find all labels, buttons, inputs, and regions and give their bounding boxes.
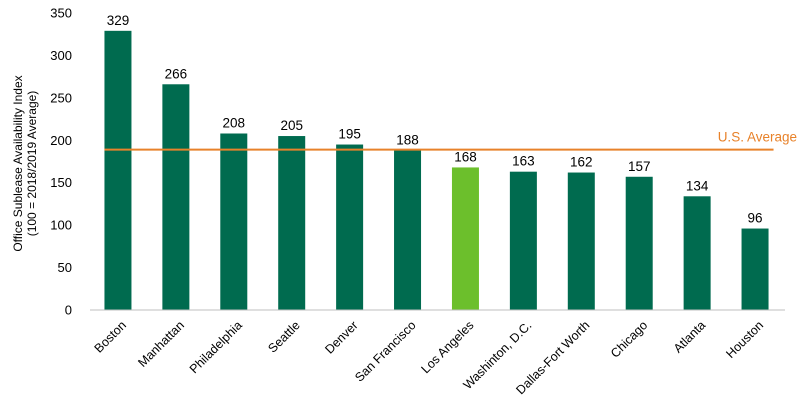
data-label: 188 [396, 132, 419, 147]
data-label: 163 [512, 154, 535, 169]
bar [278, 136, 306, 310]
data-label: 195 [338, 127, 361, 142]
bar [741, 228, 769, 310]
category-label: Atlanta [671, 318, 708, 355]
y-tick-label: 350 [50, 6, 72, 21]
y-tick-label: 150 [50, 175, 72, 190]
reference-line-group: U.S. Average [104, 130, 797, 151]
data-labels: 329 266 208 205 195 188 168 163 162 157 134 96 [107, 13, 763, 226]
y-tick-label: 100 [50, 218, 72, 233]
bar [567, 172, 595, 310]
category-label: Manhattan [135, 318, 187, 370]
data-label: 162 [570, 155, 593, 170]
category-label: San Francisco [352, 318, 418, 384]
y-axis-title-line: (100 = 2018/2019 Average) [25, 91, 39, 237]
data-label: 157 [628, 159, 651, 174]
y-tick-label: 300 [50, 48, 72, 63]
y-axis-title: Office Sublease Availability Index (100 =… [11, 75, 39, 251]
y-tick-label: 0 [65, 303, 72, 318]
data-label: 205 [280, 118, 303, 133]
y-tick-label: 50 [58, 260, 72, 275]
data-label: 168 [454, 149, 477, 164]
bars [104, 30, 769, 310]
category-label: Seattle [265, 318, 302, 355]
bar [162, 84, 190, 310]
category-label: Denver [322, 318, 360, 356]
category-label: Boston [92, 318, 129, 355]
y-axis-ticks: 0 50 100 150 200 250 300 350 [50, 6, 72, 318]
bar [104, 30, 132, 310]
data-label: 134 [686, 178, 709, 193]
y-axis-title-line: Office Sublease Availability Index [11, 75, 25, 251]
bar [394, 150, 422, 310]
category-label: Houston [723, 318, 766, 361]
bar [509, 171, 537, 310]
x-axis-labels: Boston Manhattan Philadelphia Seattle Denver… [92, 318, 767, 397]
bar [451, 167, 479, 310]
bar [220, 133, 248, 310]
data-label: 208 [223, 115, 246, 130]
data-label: 329 [107, 13, 130, 28]
bar [683, 196, 711, 310]
category-label: Los Angeles [419, 318, 477, 376]
data-label: 96 [748, 211, 763, 226]
category-label: Philadelphia [187, 318, 245, 376]
bar [336, 144, 364, 310]
category-label: Chicago [608, 318, 650, 360]
y-tick-label: 250 [50, 90, 72, 105]
bar [625, 176, 653, 310]
reference-line-label: U.S. Average [718, 130, 797, 145]
y-tick-label: 200 [50, 133, 72, 148]
data-label: 266 [165, 66, 188, 81]
